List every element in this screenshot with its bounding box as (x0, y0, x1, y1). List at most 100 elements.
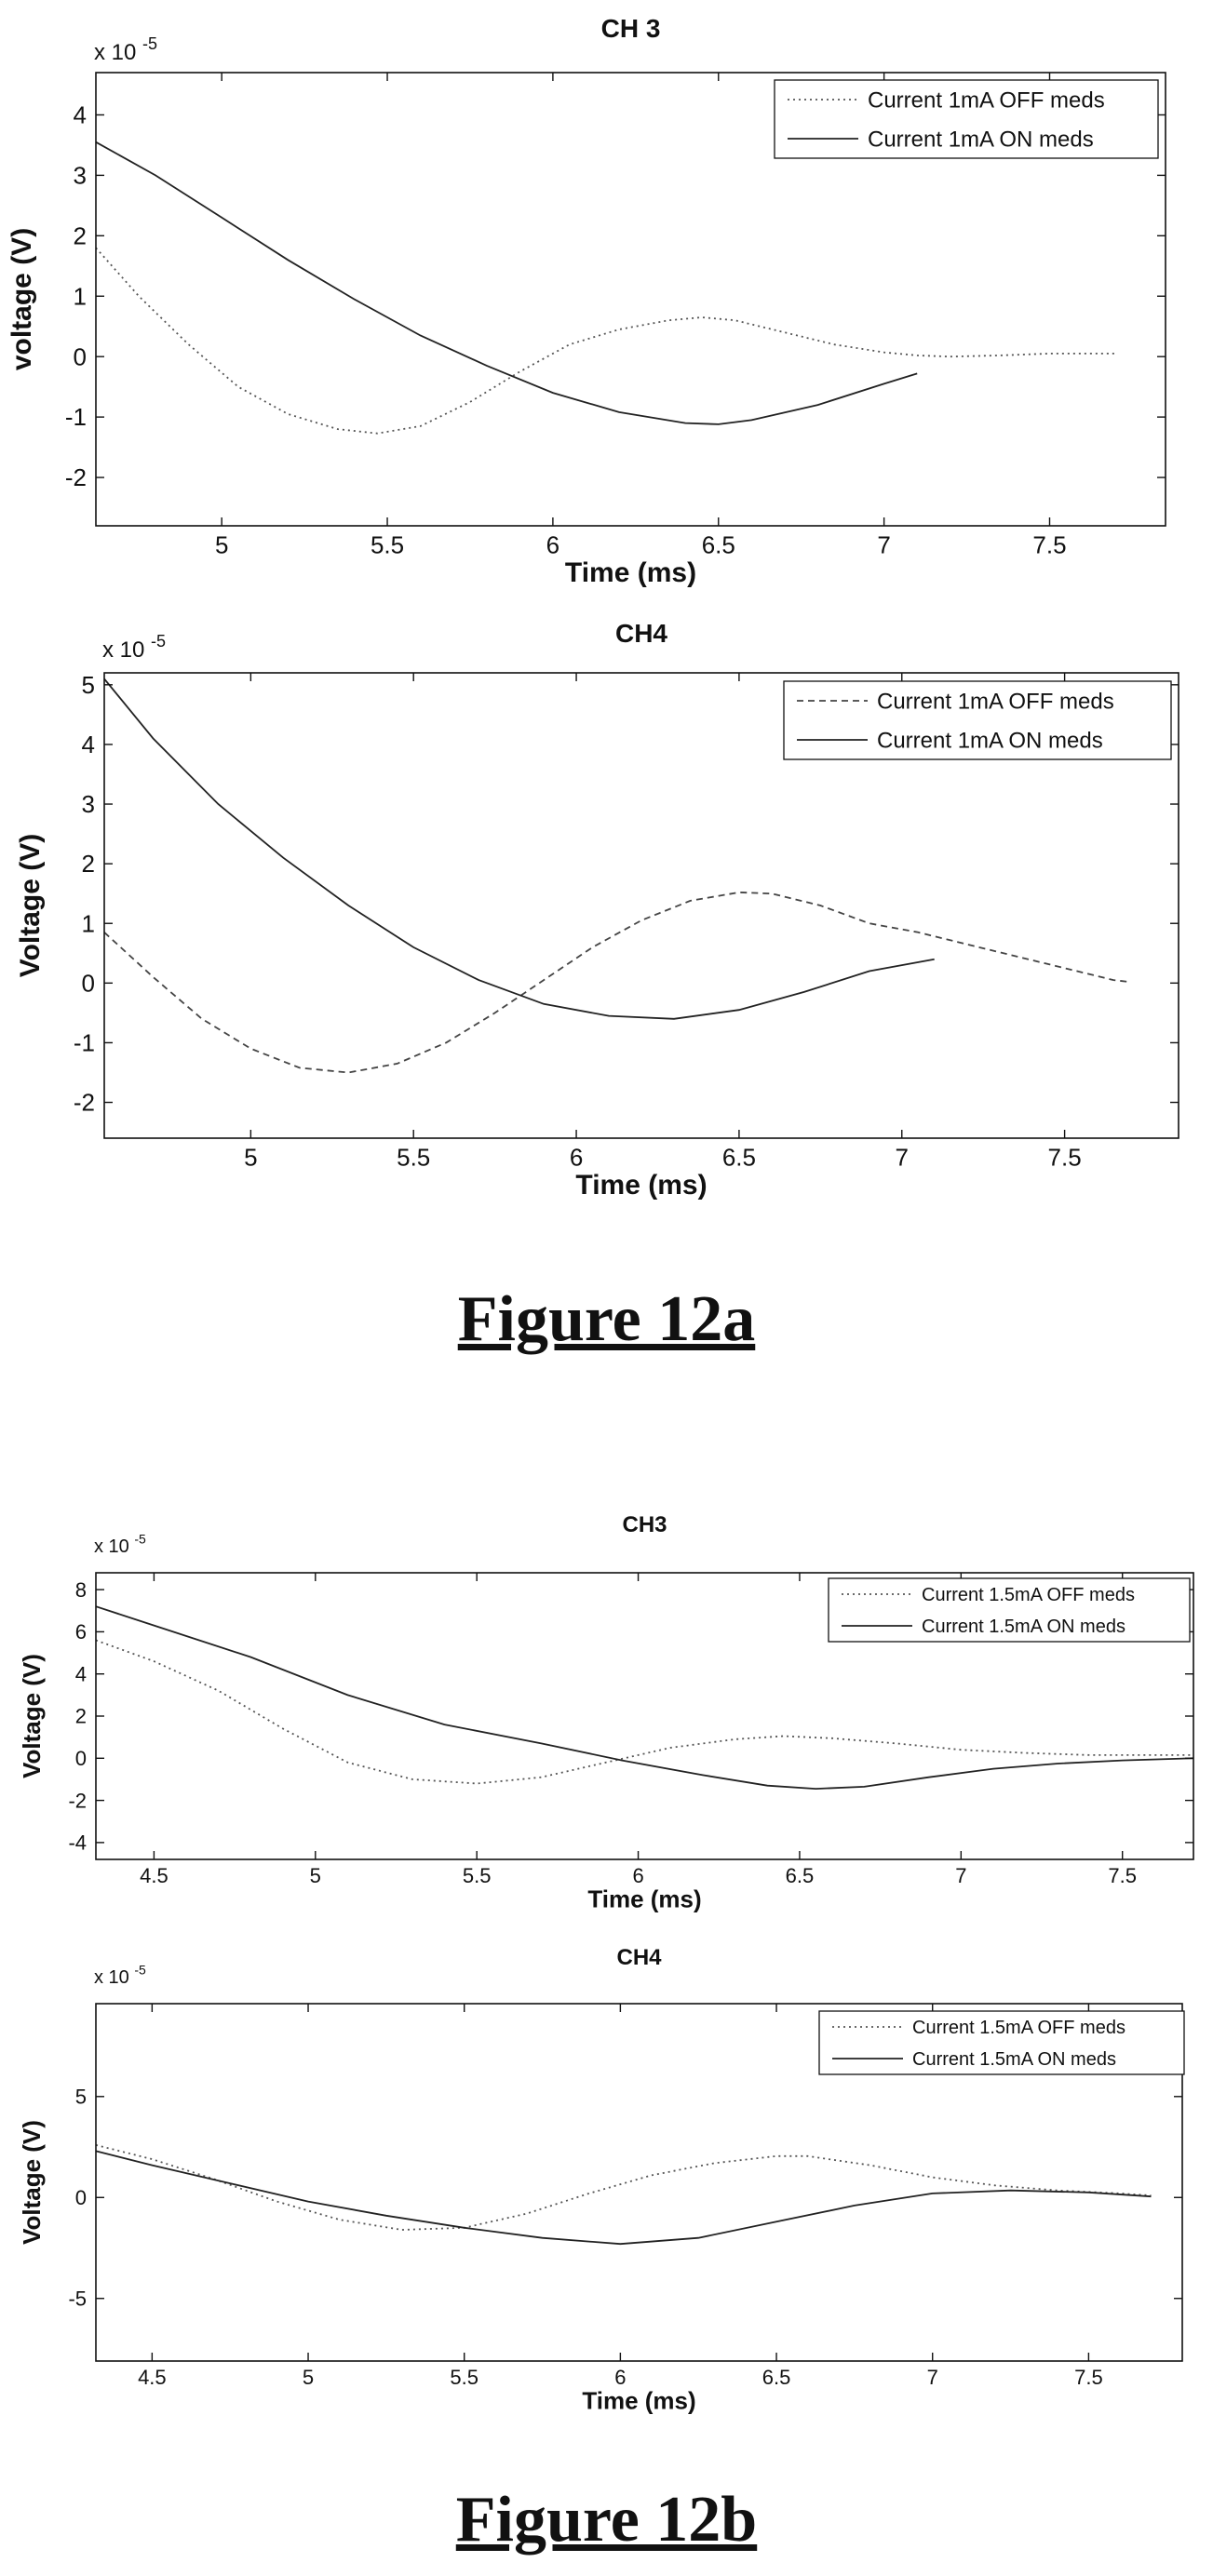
series-line-0 (103, 891, 1130, 1074)
chart-svg: CH3 x 10 -5 4.5 5 5.5 6 6.5 7 7.5 -4 -2 0 2 4 6 8 Time (… (18, 1512, 1194, 1913)
y-tick-label: 2 (82, 850, 95, 878)
chart-title: CH 3 (601, 14, 661, 43)
x-tick-label: 7 (955, 1864, 966, 1887)
x-tick-label: 5 (303, 2366, 314, 2389)
series-line-1 (103, 678, 935, 1020)
y-tick-label: 4 (74, 101, 87, 129)
x-axis-label: Time (ms) (587, 1885, 701, 1913)
x-tick-label: 5.5 (450, 2366, 478, 2389)
y-tick-label: -4 (68, 1831, 87, 1855)
y-axis-label: Voltage (V) (18, 2120, 46, 2245)
y-tick-label: -2 (68, 1789, 87, 1812)
chart-title: CH3 (622, 1512, 667, 1537)
legend-entry: Current 1mA OFF meds (877, 690, 1114, 715)
y-tick-label: -1 (74, 1029, 95, 1057)
y-tick-label: 3 (74, 161, 87, 189)
plot-area (95, 2003, 1183, 2362)
y-tick-label: 0 (75, 1747, 87, 1770)
x-tick-label: 6 (546, 530, 559, 558)
x-tick-label: 5 (215, 530, 228, 558)
chart-ch4-1ma: CH4 x 10 -5 5 5.5 6 6.5 7 7.5 -2 -1 0 1 2 3 4 5 Time (ms… (0, 605, 1213, 1219)
x-tick-label: 6 (570, 1143, 583, 1171)
y-tick-label: 5 (82, 671, 95, 699)
y-tick-label: -1 (65, 403, 87, 431)
series-line-1 (95, 2150, 1152, 2246)
y-tick-label: 3 (82, 790, 95, 818)
x-axis-label: Time (ms) (582, 2387, 695, 2415)
x-tick-label: 7.5 (1108, 1864, 1137, 1887)
legend-entry: Current 1.5mA ON meds (912, 2049, 1116, 2070)
y-tick-label: 0 (74, 342, 87, 370)
x-tick-label: 6 (614, 2366, 626, 2389)
x-tick-label: 7 (896, 1143, 909, 1171)
series-line-0 (95, 2144, 1152, 2231)
x-axis-label: Time (ms) (565, 557, 696, 588)
series-line-1 (95, 141, 918, 425)
chart-title: CH4 (615, 619, 667, 648)
legend-entry: Current 1mA ON meds (868, 127, 1094, 153)
figure-12a-caption: Figure 12a (457, 1283, 756, 1355)
x-tick-label: 4.5 (138, 2366, 167, 2389)
y-exponent-label: x 10 -5 (102, 632, 166, 663)
y-tick-label: 8 (75, 1578, 87, 1602)
chart-svg: CH4 x 10 -5 4.5 5 5.5 6 6.5 7 7.5 -5 0 5 Time (ms) Vo… (18, 1945, 1185, 2415)
chart-ch3-1-5ma: CH3 x 10 -5 4.5 5 5.5 6 6.5 7 7.5 -4 -2 0 2 4 6 8 Time (… (0, 1508, 1213, 1936)
y-exponent-label: x 10 -5 (94, 34, 157, 65)
legend-entry: Current 1mA OFF meds (868, 88, 1105, 114)
y-tick-label: 2 (74, 221, 87, 249)
chart-ch4-1-5ma: CH4 x 10 -5 4.5 5 5.5 6 6.5 7 7.5 -5 0 5 Time (ms) Vo… (0, 1940, 1213, 2438)
y-tick-label: 4 (82, 731, 95, 758)
y-tick-label: -2 (74, 1089, 95, 1117)
y-exponent-label: x 10 -5 (94, 1531, 146, 1557)
series-line-0 (95, 247, 1116, 435)
y-tick-label: 4 (75, 1662, 87, 1685)
x-tick-label: 7 (927, 2366, 938, 2389)
figure-12b-caption: Figure 12b (455, 2484, 758, 2556)
y-tick-label: 6 (75, 1620, 87, 1644)
y-axis-label: Voltage (V) (15, 834, 46, 977)
x-tick-label: 7 (877, 530, 890, 558)
legend-entry: Current 1mA ON meds (877, 729, 1103, 754)
chart-title: CH4 (616, 1945, 662, 1970)
x-tick-label: 6.5 (722, 1143, 756, 1171)
legend: Current 1mA OFF meds Current 1mA ON meds (774, 79, 1159, 159)
legend: Current 1.5mA OFF meds Current 1.5mA ON m… (828, 1577, 1191, 1643)
y-tick-label: 1 (74, 282, 87, 310)
x-axis-label: Time (ms) (575, 1170, 707, 1201)
x-tick-label: 7.5 (1048, 1143, 1082, 1171)
chart-svg: CH 3 x 10 -5 5 5.5 6 6.5 7 7.5 -2 -1 0 1 2 3 4 Time (ms… (7, 14, 1166, 588)
series-line-0 (95, 1639, 1193, 1785)
y-tick-label: 0 (82, 969, 95, 997)
x-tick-label: 6.5 (762, 2366, 791, 2389)
x-tick-label: 4.5 (140, 1864, 168, 1887)
y-tick-label: 0 (75, 2186, 87, 2209)
legend-entry: Current 1.5mA ON meds (922, 1617, 1125, 1637)
y-tick-label: 5 (75, 2085, 87, 2108)
x-tick-label: 6 (632, 1864, 643, 1887)
y-tick-label: -5 (68, 2287, 87, 2310)
x-tick-label: 5.5 (397, 1143, 430, 1171)
y-axis-label: Voltage (V) (18, 1654, 46, 1778)
y-tick-label: 2 (75, 1705, 87, 1728)
legend: Current 1.5mA OFF meds Current 1.5mA ON m… (818, 2010, 1185, 2075)
legend-entry: Current 1.5mA OFF meds (912, 2018, 1125, 2038)
x-tick-label: 5.5 (371, 530, 404, 558)
x-tick-label: 7.5 (1074, 2366, 1103, 2389)
y-axis-label: voltage (V) (7, 228, 37, 370)
y-exponent-label: x 10 -5 (94, 1962, 146, 1988)
plot-area (103, 672, 1179, 1139)
y-tick-label: 1 (82, 909, 95, 937)
legend-entry: Current 1.5mA OFF meds (922, 1585, 1135, 1605)
series-line-1 (95, 1605, 1194, 1791)
x-tick-label: 5 (244, 1143, 257, 1171)
x-tick-label: 7.5 (1032, 530, 1066, 558)
legend: Current 1mA OFF meds Current 1mA ON meds (783, 680, 1172, 760)
x-tick-label: 5 (310, 1864, 321, 1887)
y-tick-label: -2 (65, 463, 87, 491)
chart-ch3-1ma: CH 3 x 10 -5 5 5.5 6 6.5 7 7.5 -2 -1 0 1 2 3 4 Time (ms… (0, 0, 1213, 605)
x-tick-label: 6.5 (786, 1864, 815, 1887)
x-tick-label: 5.5 (463, 1864, 492, 1887)
x-tick-label: 6.5 (702, 530, 735, 558)
plot-area (95, 72, 1166, 527)
